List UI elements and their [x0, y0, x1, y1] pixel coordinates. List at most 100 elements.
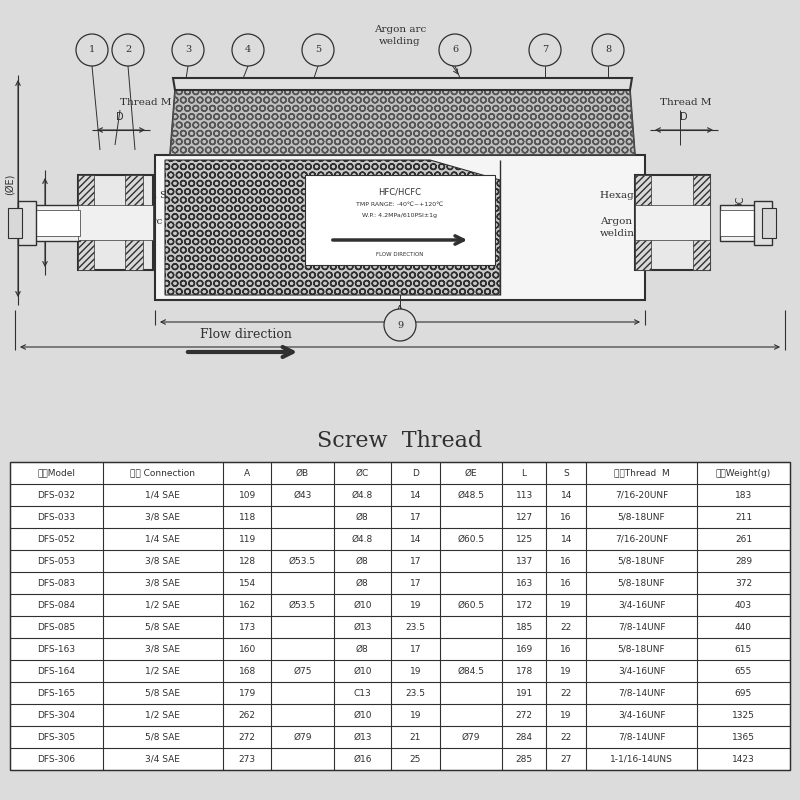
Text: Ø53.5: Ø53.5	[289, 601, 316, 610]
Text: Thread M: Thread M	[120, 98, 171, 107]
Text: 1/2 SAE: 1/2 SAE	[146, 601, 180, 610]
Bar	[10, 462, 790, 770]
Bar	[754, 201, 772, 245]
Text: 7/16-20UNF: 7/16-20UNF	[615, 490, 668, 499]
Text: 7: 7	[542, 46, 548, 54]
Text: 695: 695	[735, 689, 752, 698]
Text: 17: 17	[410, 645, 422, 654]
Text: 154: 154	[238, 578, 256, 587]
Text: (ØE): (ØE)	[5, 174, 15, 194]
Text: ØC: ØC	[356, 469, 369, 478]
Text: ØB: ØB	[30, 211, 40, 225]
Text: 440: 440	[735, 622, 752, 631]
Text: TMP RANGE: -40℃~+120℃: TMP RANGE: -40℃~+120℃	[357, 202, 443, 207]
Text: 273: 273	[238, 754, 256, 763]
Text: 172: 172	[515, 601, 533, 610]
Text: 162: 162	[238, 601, 256, 610]
Bar	[305, 175, 495, 265]
Text: 3: 3	[185, 46, 191, 54]
Bar	[762, 208, 776, 238]
Bar	[720, 210, 770, 236]
Text: 119: 119	[238, 534, 256, 543]
Text: 重量Weight(g): 重量Weight(g)	[716, 469, 771, 478]
Text: Ø16: Ø16	[353, 754, 371, 763]
Text: 284: 284	[515, 733, 533, 742]
Text: 14: 14	[410, 490, 421, 499]
Text: 23.5: 23.5	[406, 689, 426, 698]
Bar	[8, 208, 22, 238]
Text: 403: 403	[735, 601, 752, 610]
Circle shape	[529, 34, 561, 66]
Polygon shape	[170, 90, 635, 155]
Text: 3/4-16UNF: 3/4-16UNF	[618, 710, 666, 719]
Polygon shape	[173, 78, 632, 90]
Text: 22: 22	[561, 622, 572, 631]
Text: DFS-084: DFS-084	[38, 601, 75, 610]
Text: 螺纹Thread  M: 螺纹Thread M	[614, 469, 670, 478]
Text: A: A	[244, 469, 250, 478]
Text: D: D	[116, 112, 124, 122]
Text: 5/8 SAE: 5/8 SAE	[146, 733, 180, 742]
Text: 3/8 SAE: 3/8 SAE	[146, 513, 180, 522]
Text: 型号Model: 型号Model	[38, 469, 75, 478]
Circle shape	[76, 34, 108, 66]
Text: 7/8-14UNF: 7/8-14UNF	[618, 622, 666, 631]
Bar	[693, 175, 710, 270]
Text: 3/8 SAE: 3/8 SAE	[146, 645, 180, 654]
Text: 5/8-18UNF: 5/8-18UNF	[618, 645, 666, 654]
Text: Hexagon S: Hexagon S	[110, 190, 167, 199]
Text: 160: 160	[238, 645, 256, 654]
Text: Ø53.5: Ø53.5	[289, 557, 316, 566]
Text: DFS-165: DFS-165	[38, 689, 75, 698]
Text: Ø13: Ø13	[353, 733, 371, 742]
Text: 14: 14	[561, 490, 572, 499]
Text: Ø10: Ø10	[353, 710, 371, 719]
Text: 128: 128	[238, 557, 256, 566]
Text: Ø75: Ø75	[294, 666, 312, 675]
Text: 272: 272	[515, 710, 533, 719]
Circle shape	[112, 34, 144, 66]
Text: 169: 169	[515, 645, 533, 654]
Bar	[78, 205, 153, 240]
Text: DFS-083: DFS-083	[38, 578, 75, 587]
Text: Ø84.5: Ø84.5	[458, 666, 485, 675]
Text: 261: 261	[735, 534, 752, 543]
Text: Ø10: Ø10	[353, 601, 371, 610]
Text: 5/8-18UNF: 5/8-18UNF	[618, 557, 666, 566]
Text: Ø43: Ø43	[294, 490, 312, 499]
Text: ØE: ØE	[465, 469, 478, 478]
Circle shape	[172, 34, 204, 66]
Bar	[125, 175, 143, 270]
Text: 118: 118	[238, 513, 256, 522]
Text: (L): (L)	[393, 330, 407, 340]
Text: 19: 19	[410, 710, 422, 719]
Text: 9: 9	[397, 321, 403, 330]
Text: HFC/HCFC: HFC/HCFC	[378, 187, 422, 197]
Text: 163: 163	[515, 578, 533, 587]
Text: Ø8: Ø8	[356, 578, 369, 587]
Text: Thread M: Thread M	[660, 98, 711, 107]
Text: ØB: ØB	[296, 469, 309, 478]
Text: 3/4-16UNF: 3/4-16UNF	[618, 601, 666, 610]
Text: 25: 25	[410, 754, 421, 763]
Text: ØC: ØC	[48, 211, 58, 225]
Text: 19: 19	[410, 601, 422, 610]
Text: 372: 372	[735, 578, 752, 587]
Text: welding: welding	[110, 229, 152, 238]
Text: L: L	[522, 469, 526, 478]
Text: 289: 289	[735, 557, 752, 566]
Text: DFS-085: DFS-085	[38, 622, 75, 631]
Text: Flow direction: Flow direction	[200, 329, 292, 342]
Text: Hexagon S: Hexagon S	[600, 190, 657, 199]
Bar	[635, 205, 710, 240]
Text: D: D	[680, 112, 688, 122]
Circle shape	[384, 309, 416, 341]
Text: FLOW DIRECTION: FLOW DIRECTION	[376, 253, 424, 258]
Bar	[18, 201, 36, 245]
Text: 17: 17	[410, 557, 422, 566]
Text: Ø8: Ø8	[356, 557, 369, 566]
Bar	[30, 205, 80, 241]
Text: DFS-164: DFS-164	[38, 666, 75, 675]
Text: 285: 285	[515, 754, 533, 763]
Text: DFS-305: DFS-305	[38, 733, 75, 742]
